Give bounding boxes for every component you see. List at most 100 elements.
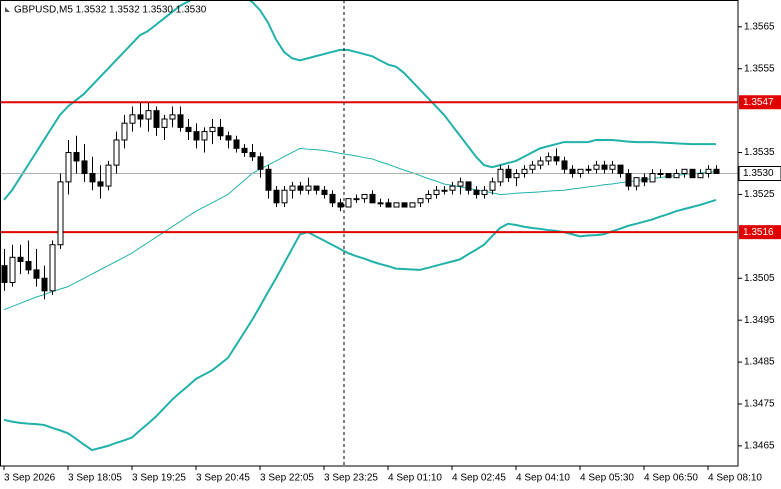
candle-body	[329, 193, 336, 204]
y-tick-label: 1.3465	[744, 441, 775, 452]
x-tick-label: 4 Sep 05:30	[580, 473, 634, 484]
candle-body	[601, 164, 608, 170]
candle-body	[9, 256, 16, 283]
level-label-box	[739, 95, 781, 110]
candle-body	[521, 168, 528, 174]
candle-body	[121, 122, 128, 141]
candle-body	[425, 193, 432, 200]
candle-body	[193, 131, 200, 141]
chart-title: GBPUSD,M5 1.3532 1.3532 1.3530 1.3530	[14, 5, 207, 16]
candle-body	[689, 168, 696, 179]
y-tick-label: 1.3475	[744, 399, 775, 410]
y-tick-label: 1.3565	[744, 21, 775, 32]
candle-body	[169, 114, 176, 120]
candle-body	[161, 118, 168, 128]
candle-body	[585, 168, 592, 171]
candle-body	[313, 185, 320, 191]
candle-body	[33, 269, 40, 279]
band-upper	[3, 0, 716, 201]
x-tick-label: 4 Sep 02:45	[452, 473, 506, 484]
candle-body	[65, 152, 72, 183]
y-tick-label: 1.3505	[744, 273, 775, 284]
y-tick-label: 1.3525	[744, 189, 775, 200]
candle-body	[273, 189, 280, 204]
candle-body	[289, 185, 296, 191]
candle-body	[617, 164, 624, 174]
candle-body	[529, 164, 536, 170]
price-label: 1.3530	[743, 168, 774, 179]
candle-body	[473, 189, 480, 195]
candle-body	[1, 265, 8, 283]
symbol-icon	[5, 7, 10, 12]
y-tick-label: 1.3555	[744, 63, 775, 74]
candle-body	[561, 160, 568, 170]
x-tick-label: 4 Sep 08:10	[708, 473, 762, 484]
x-tick-label: 3 Sep 2026	[4, 473, 56, 484]
candle-body	[345, 198, 352, 208]
candle-body	[73, 152, 80, 162]
candle-body	[457, 181, 464, 187]
candle-body	[697, 172, 704, 179]
candle-body	[217, 126, 224, 137]
candle-body	[281, 189, 288, 204]
candle-body	[113, 139, 120, 166]
candle-body	[97, 181, 104, 187]
candle-body	[377, 202, 384, 205]
level-label: 1.3516	[743, 227, 774, 238]
candle-body	[361, 193, 368, 200]
candle-body	[513, 172, 520, 179]
candle-body	[409, 202, 416, 208]
x-tick-label: 3 Sep 19:25	[132, 473, 186, 484]
candle-body	[449, 185, 456, 191]
candle-body	[185, 126, 192, 133]
candle-body	[105, 164, 112, 187]
candle-body	[305, 185, 312, 191]
candle-body	[505, 168, 512, 179]
candle-body	[609, 164, 616, 170]
candle-body	[497, 168, 504, 183]
candle-body	[369, 193, 376, 204]
candle-body	[257, 156, 264, 170]
x-tick-label: 3 Sep 20:45	[196, 473, 250, 484]
candle-body	[137, 114, 144, 120]
candle-body	[633, 177, 640, 187]
candle-body	[225, 135, 232, 141]
candle-body	[17, 256, 24, 262]
candle-body	[337, 202, 344, 208]
candle-body	[713, 168, 720, 174]
candle-body	[393, 202, 400, 208]
candle-body	[265, 168, 272, 191]
level-label: 1.3547	[743, 97, 774, 108]
level-label-box	[739, 225, 781, 240]
candle-body	[441, 189, 448, 192]
candle-body	[481, 189, 488, 195]
candle-body	[321, 189, 328, 195]
candle-body	[353, 198, 360, 201]
y-tick-label: 1.3495	[744, 315, 775, 326]
candle-body	[641, 177, 648, 183]
plot-frame	[0, 0, 739, 467]
candle-body	[89, 172, 96, 183]
candle-body	[593, 164, 600, 170]
candle-body	[545, 156, 552, 162]
candle-body	[673, 172, 680, 179]
candle-body	[25, 260, 32, 271]
candle-body	[145, 110, 152, 120]
candle-body	[489, 181, 496, 191]
candle-body	[49, 244, 56, 292]
plot-area	[0, 0, 738, 452]
candle-body	[417, 198, 424, 204]
candle-body	[537, 160, 544, 166]
x-tick-label: 4 Sep 06:50	[644, 473, 698, 484]
candle-body	[201, 131, 208, 141]
y-tick-label: 1.3485	[744, 357, 775, 368]
candle-body	[569, 168, 576, 174]
candle-body	[649, 172, 656, 183]
x-tick-label: 4 Sep 04:10	[516, 473, 570, 484]
candle-body	[401, 202, 408, 208]
y-tick-label: 1.3535	[744, 147, 775, 158]
candle-body	[433, 189, 440, 195]
candle-body	[41, 277, 48, 292]
x-tick-label: 3 Sep 22:05	[260, 473, 314, 484]
